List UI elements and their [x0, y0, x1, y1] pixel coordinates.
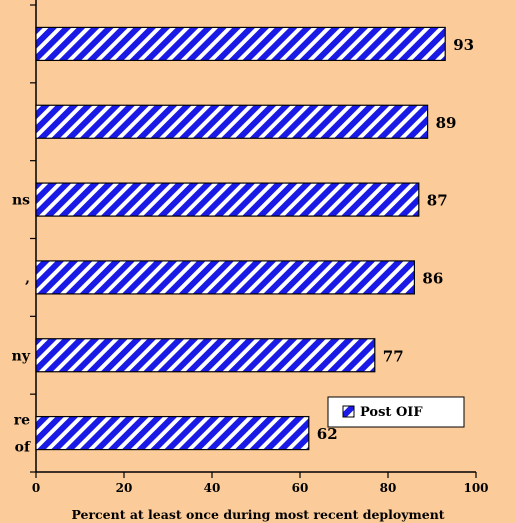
data-label: 62 [317, 425, 338, 443]
legend-entry-label: Post OIF [360, 405, 423, 420]
x-axis-title: Percent at least once during most recent… [71, 507, 444, 522]
bar [35, 338, 376, 373]
category-label: ny [12, 348, 31, 364]
data-label: 89 [436, 114, 457, 132]
x-tick-label: 100 [463, 481, 488, 495]
x-tick-label: 80 [380, 481, 397, 495]
x-tick-label: 40 [204, 481, 221, 495]
bar [35, 104, 429, 139]
category-label: re [14, 413, 30, 429]
data-label: 87 [427, 192, 448, 210]
bar [35, 415, 310, 451]
data-label: 93 [453, 36, 474, 54]
data-label: 77 [383, 347, 404, 365]
bar [35, 26, 446, 62]
category-label: of [15, 440, 31, 456]
category-label: ns [12, 193, 30, 209]
data-label: 86 [422, 269, 443, 287]
plot-area: 0 20 40 60 80 100 93 89 87 ns 86, 77 ny 62 re of [12, 0, 489, 495]
x-tick-label: 20 [116, 481, 133, 495]
bar [35, 260, 415, 295]
legend: Post OIF [327, 396, 465, 428]
bar [35, 182, 420, 217]
x-tick-label: 60 [292, 481, 309, 495]
legend-swatch [342, 405, 355, 418]
category-label: , [25, 270, 30, 286]
x-tick-label: 0 [32, 481, 40, 495]
